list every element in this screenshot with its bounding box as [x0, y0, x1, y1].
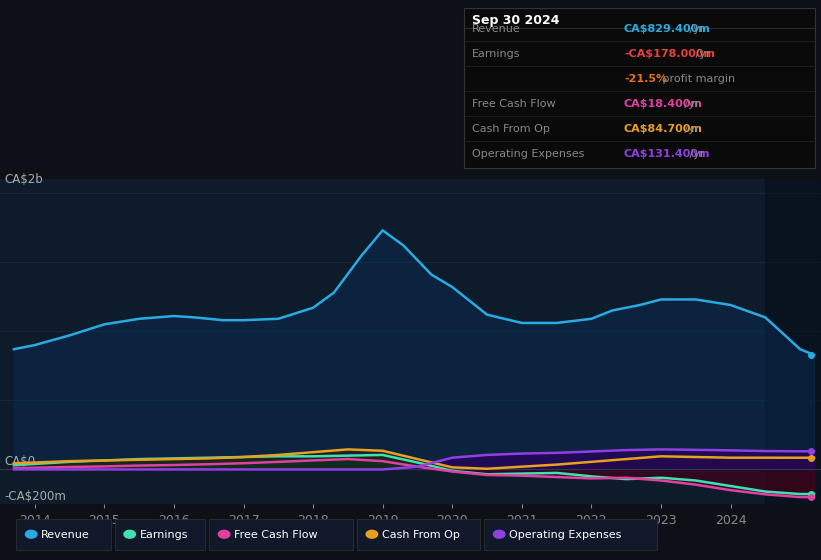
Text: Revenue: Revenue [472, 25, 521, 35]
Text: Operating Expenses: Operating Expenses [509, 530, 621, 540]
Text: Sep 30 2024: Sep 30 2024 [472, 14, 560, 27]
Text: CA$2b: CA$2b [4, 173, 43, 186]
Text: Cash From Op: Cash From Op [382, 530, 460, 540]
Text: CA$131.400m: CA$131.400m [624, 149, 710, 159]
Text: Free Cash Flow: Free Cash Flow [234, 530, 318, 540]
Text: Operating Expenses: Operating Expenses [472, 149, 585, 159]
Text: /yr: /yr [681, 124, 699, 134]
Text: -CA$200m: -CA$200m [4, 489, 66, 503]
Text: CA$18.400m: CA$18.400m [624, 99, 703, 109]
Text: CA$84.700m: CA$84.700m [624, 124, 703, 134]
Text: -21.5%: -21.5% [624, 74, 667, 85]
Text: Cash From Op: Cash From Op [472, 124, 550, 134]
Text: Earnings: Earnings [140, 530, 188, 540]
Text: /yr: /yr [686, 149, 704, 159]
Text: Earnings: Earnings [472, 49, 521, 59]
Bar [765, 179, 821, 504]
Text: /yr: /yr [686, 25, 704, 35]
Text: /yr: /yr [691, 49, 710, 59]
Text: Free Cash Flow: Free Cash Flow [472, 99, 556, 109]
Text: CA$0: CA$0 [4, 455, 35, 468]
Text: profit margin: profit margin [658, 74, 735, 85]
Text: Revenue: Revenue [41, 530, 89, 540]
Text: /yr: /yr [681, 99, 699, 109]
Text: -CA$178.000m: -CA$178.000m [624, 49, 715, 59]
Text: CA$829.400m: CA$829.400m [624, 25, 711, 35]
